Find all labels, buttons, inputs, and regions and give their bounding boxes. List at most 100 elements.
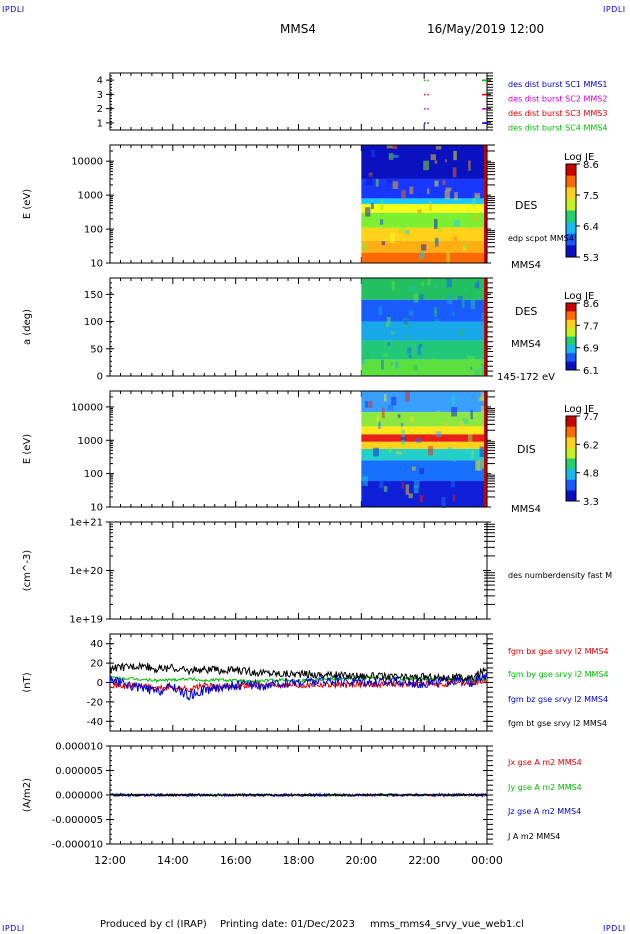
availability-mark [482,122,487,124]
y-tick-label: 1e+21 [69,518,103,529]
y-tick-label: 150 [84,290,103,301]
heatmap-texture [408,287,413,293]
y-tick-label: 100 [84,225,103,236]
availability-mark [424,108,426,110]
colorbar-tick-label: 5.3 [583,253,599,264]
y-axis-label: E (eV) [22,434,33,464]
heatmap-texture [378,306,383,315]
heatmap-texture [434,283,438,288]
heatmap-texture [452,311,455,316]
colorbar-frame [565,163,577,258]
heatmap-texture [419,251,425,259]
heatmap-texture [423,160,430,171]
heatmap-texture [438,463,443,469]
heatmap-texture [434,160,438,164]
heatmap-texture [481,406,484,413]
heatmap-texture [405,391,410,402]
heatmap-band [361,178,487,199]
heatmap-texture [416,437,422,443]
heatmap-texture [451,406,458,417]
heatmap-texture [476,460,482,471]
heatmap-texture [387,341,390,347]
heatmap-texture [453,150,457,161]
colorbar-tick-label: 7.5 [583,191,599,202]
heatmap-texture [460,420,465,430]
heatmap-texture [405,229,410,235]
heatmap-texture [388,487,393,498]
heatmap-texture [365,349,370,359]
y-tick-label: 1e+19 [69,615,103,626]
heatmap-texture [417,346,421,355]
heatmap-texture [366,175,373,186]
heatmap-texture [418,343,423,348]
colorbar-segment [566,311,576,321]
heatmap-edge [484,145,487,263]
heatmap-texture [446,252,450,263]
legend-entry: Jz gse A m2 MMS4 [507,807,581,816]
legend-entry: fgm by gse srvy l2 MMS4 [508,670,609,679]
colorbar-segment [566,344,576,354]
colorbar-segment [566,245,576,258]
heatmap-texture [382,353,388,358]
heatmap-texture [474,192,481,198]
heatmap-texture [408,354,412,358]
heatmap-texture [467,355,471,363]
heatmap-texture [378,489,384,497]
colorbar-title: Log JE [564,152,594,163]
heatmap-texture [402,233,407,243]
x-tick-label: 12:00 [94,854,126,867]
heatmap-texture [480,392,486,401]
colorbar-segment [566,437,576,449]
heatmap-texture [364,216,370,223]
x-tick-label: 14:00 [157,854,189,867]
heatmap-texture [383,486,388,492]
heatmap-texture [386,316,391,323]
heatmap-texture [451,395,456,406]
panel-label: edp scpot MMS4 [508,234,574,243]
heatmap-texture [401,190,406,199]
heatmap-texture [430,154,436,161]
legend-entry: J A m2 MMS4 [507,832,560,841]
colorbar-segment [566,458,576,470]
colorbar-frame [565,302,577,371]
series-line [109,793,488,798]
y-tick-label: 10000 [71,157,103,168]
heatmap-band [361,391,487,413]
y-tick-label: 0 [97,678,103,689]
footer-printing-date: Printing date: 01/Dec/2023 [220,919,356,930]
heatmap-edge [484,278,487,376]
footer-filename: mms_mms4_srvy_vue_web1.cl [370,919,524,930]
corner-mark-top-left: IPDLI [2,5,25,14]
heatmap-texture [401,441,406,447]
colorbar-segment [566,175,576,188]
x-tick-label: 20:00 [345,854,377,867]
x-tick-label: 18:00 [283,854,315,867]
availability-mark [482,93,487,96]
y-tick-label: 10 [90,503,103,514]
availability-mark [424,79,426,82]
heatmap-texture [395,469,400,480]
colorbar-tick-label: 3.3 [583,497,599,508]
heatmap-texture [472,197,476,207]
panel-frame [109,521,488,620]
heatmap-texture [392,181,399,189]
heatmap-texture [383,394,387,402]
y-tick-label: 4 [97,76,103,87]
availability-mark [427,93,429,96]
heatmap-texture [432,358,437,369]
heatmap-texture [434,307,438,317]
heatmap-texture [436,410,441,415]
heatmap-texture [471,450,474,459]
colorbar-segment [566,303,576,312]
heatmap-texture [442,179,446,185]
heatmap-texture [379,478,384,489]
heatmap-band [361,299,487,322]
colorbar-segment [566,233,576,246]
heatmap-texture [401,481,405,489]
heatmap-texture [446,294,453,305]
heatmap-texture [401,429,405,441]
corner-mark-bottom-left: IPDLI [2,924,25,933]
heatmap-texture [381,241,386,246]
heatmap-texture [479,446,485,457]
heatmap-texture [420,244,427,251]
